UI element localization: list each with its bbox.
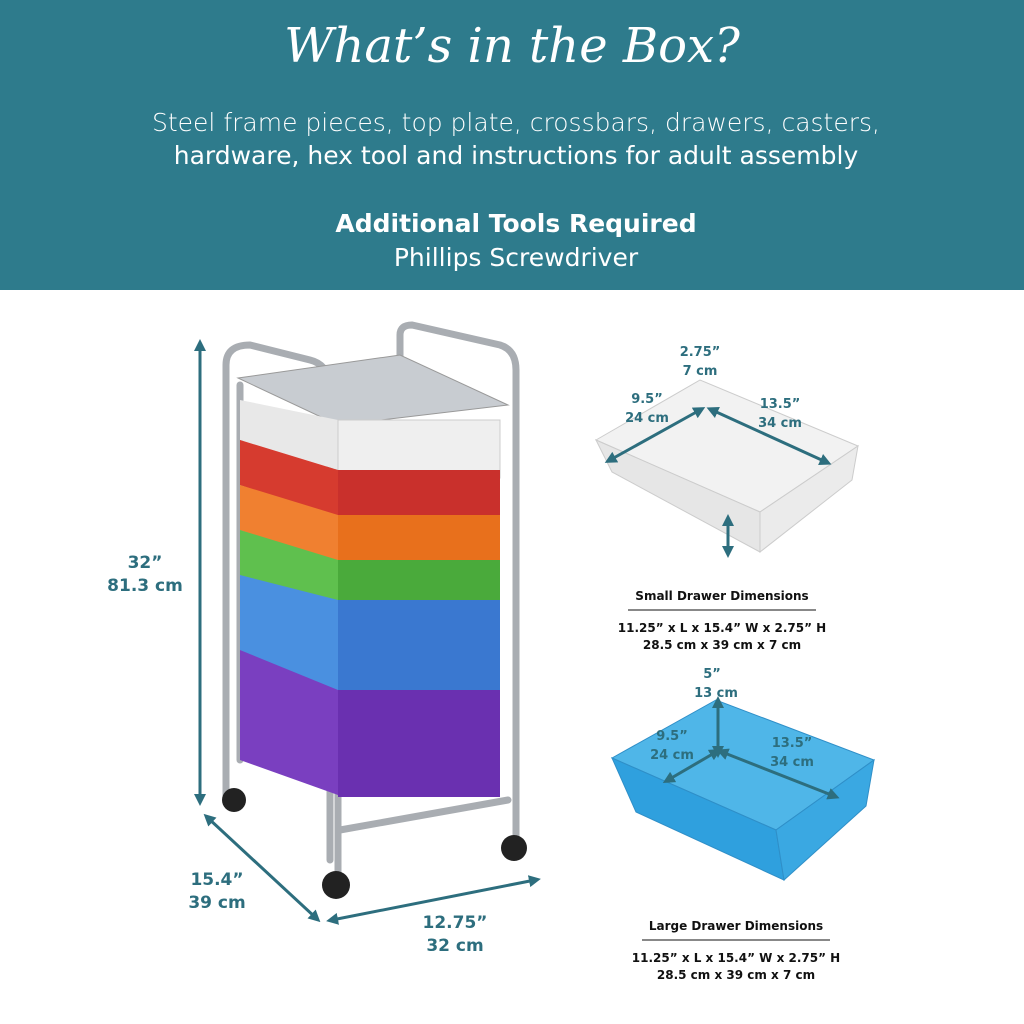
depth-in: 15.4” (190, 870, 243, 890)
cart-shape (222, 788, 246, 812)
height-cm: 81.3 cm (107, 576, 183, 596)
cart-dimensions: 32” 81.3 cm 15.4” 39 cm 12.75” 32 cm (107, 339, 541, 956)
spec: 11.25” x L x 15.4” W x 2.75” H (632, 951, 840, 965)
cart-shape (322, 871, 350, 899)
spec: 28.5 cm x 39 cm x 7 cm (643, 638, 801, 652)
large-drawer: 5” 13 cm 9.5” 24 cm 13.5” 34 cm Large Dr… (610, 667, 876, 982)
cart-dimensions-shape (203, 813, 321, 923)
small-drawer-shape (604, 407, 706, 463)
small-drawer-shape (706, 407, 832, 465)
cart-shape (338, 690, 500, 797)
depth-cm: 24 cm (650, 748, 694, 763)
description: Steel frame pieces, top plate, crossbars… (152, 108, 880, 137)
depth-in: 9.5” (631, 392, 663, 407)
header-shape (0, 0, 1024, 290)
small-drawer-shape (759, 444, 859, 554)
large-drawer-shape (716, 748, 840, 800)
cart-shape (240, 400, 338, 470)
cart (222, 321, 527, 899)
caption: Small Drawer Dimensions (635, 589, 808, 603)
cart-shape (336, 796, 512, 834)
title: What’s in the Box? (284, 18, 740, 74)
height-cm: 13 cm (694, 686, 738, 701)
tools: Phillips Screwdriver (394, 243, 639, 272)
small-drawer: 2.75” 7 cm 9.5” 24 cm 13.5” 34 cm Small … (594, 345, 860, 652)
height-in: 2.75” (680, 345, 721, 360)
large-drawer-shape (662, 748, 722, 784)
cart-shape (240, 440, 338, 520)
depth-cm: 24 cm (625, 411, 669, 426)
cart-shape (338, 600, 500, 703)
width-cm: 34 cm (770, 755, 814, 770)
cart-shape (240, 650, 338, 795)
height-in: 32” (128, 553, 163, 573)
height-in: 5” (703, 667, 721, 682)
width-in: 13.5” (772, 736, 813, 751)
cart-shape (337, 419, 501, 479)
cart-shape (501, 835, 527, 861)
spec: 28.5 cm x 39 cm x 7 cm (657, 968, 815, 982)
large-drawer-shape (775, 758, 875, 881)
cart-shape (240, 575, 338, 700)
caption: Large Drawer Dimensions (649, 919, 823, 933)
tools-heading: Additional Tools Required (335, 209, 696, 238)
cart-dimensions-shape (326, 875, 541, 925)
header: What’s in the Box? Steel frame pieces, t… (0, 0, 1024, 290)
description: hardware, hex tool and instructions for … (174, 141, 859, 170)
cart-shape (240, 485, 338, 565)
width-in: 13.5” (760, 397, 801, 412)
width-cm: 34 cm (758, 416, 802, 431)
height-cm: 7 cm (683, 364, 718, 379)
cart-shape (338, 470, 500, 523)
width-cm: 32 cm (426, 936, 483, 956)
cart-shape (338, 515, 500, 567)
width-in: 12.75” (423, 913, 488, 933)
depth-cm: 39 cm (188, 893, 245, 913)
spec: 11.25” x L x 15.4” W x 2.75” H (618, 621, 826, 635)
cart-shape (236, 354, 510, 426)
cart-shape (396, 321, 520, 844)
depth-in: 9.5” (656, 729, 688, 744)
